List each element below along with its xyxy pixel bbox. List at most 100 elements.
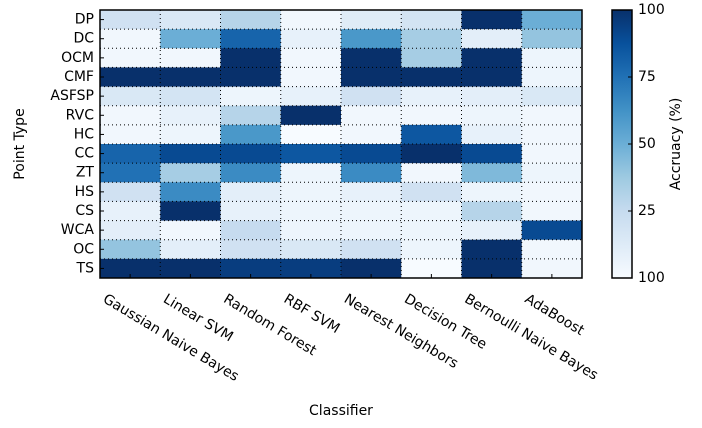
heatmap-cell — [401, 201, 462, 222]
heatmap-cell — [160, 201, 221, 222]
heatmap-cell — [220, 10, 282, 30]
heatmap-cell — [521, 201, 583, 222]
heatmap-cell — [341, 29, 402, 49]
heatmap-cell — [100, 220, 161, 241]
heatmap-cell — [341, 48, 402, 68]
heatmap-cell — [160, 239, 221, 260]
y-tick-label: HC — [74, 126, 95, 142]
heatmap-cell — [461, 220, 523, 241]
heatmap-cell — [461, 48, 523, 68]
heatmap-cell — [280, 86, 342, 107]
heatmap-cell — [160, 67, 221, 88]
heatmap-cell — [100, 48, 161, 68]
heatmap-cell — [461, 67, 523, 88]
heatmap-cell — [521, 144, 583, 164]
heatmap-cell — [160, 163, 221, 183]
heatmap-cell — [341, 258, 402, 279]
plot-frame — [99, 9, 583, 279]
heatmap-cell — [280, 201, 342, 222]
heatmap-cell — [160, 258, 221, 279]
heatmap-cell — [280, 105, 342, 126]
heatmap-cell — [401, 67, 462, 88]
heatmap-cell — [401, 10, 462, 30]
y-tick-label: CMF — [64, 69, 94, 85]
heatmap-cell — [521, 239, 583, 260]
heatmap-cell — [461, 144, 523, 164]
heatmap-cell — [100, 239, 161, 260]
heatmap-cell — [521, 29, 583, 49]
heatmap-cell — [220, 124, 282, 145]
heatmap-cell — [220, 220, 282, 241]
heatmap-cell — [461, 182, 523, 202]
heatmap-cell — [341, 239, 402, 260]
colorbar-tick-label: 25 — [638, 203, 656, 219]
heatmap-cell — [461, 10, 523, 30]
heatmap-cell — [160, 86, 221, 107]
heatmap-cell — [461, 163, 523, 183]
heatmap-cell — [341, 124, 402, 145]
heatmap-cell — [521, 182, 583, 202]
heatmap-cell — [220, 48, 282, 68]
heatmap-cell — [220, 67, 282, 88]
heatmap-cell — [461, 86, 523, 107]
heatmap-cell — [341, 220, 402, 241]
heatmap-cell — [521, 258, 583, 279]
heatmap-cell — [220, 201, 282, 222]
heatmap-cell — [100, 10, 161, 30]
heatmap-cell — [220, 182, 282, 202]
heatmap-cell — [100, 182, 161, 202]
heatmap-cell — [100, 258, 161, 279]
x-axis-label: Classifier — [309, 403, 373, 419]
heatmap-cell — [220, 86, 282, 107]
heatmap-cell — [401, 29, 462, 49]
heatmap-cell — [401, 239, 462, 260]
y-tick-label: HS — [75, 184, 95, 200]
heatmap-cell — [280, 67, 342, 88]
heatmap-cell — [401, 124, 462, 145]
heatmap-cell — [160, 144, 221, 164]
heatmap-cell — [341, 182, 402, 202]
heatmap-cell — [341, 10, 402, 30]
colorbar-tick-label: 100 — [638, 2, 665, 18]
colorbar-tick-label: 75 — [638, 69, 656, 85]
y-tick-label: CS — [75, 203, 94, 219]
heatmap-cell — [280, 29, 342, 49]
heatmap-cell — [220, 144, 282, 164]
heatmap-cell — [521, 163, 583, 183]
heatmap-cell — [100, 67, 161, 88]
heatmap-cell — [341, 201, 402, 222]
heatmap-cell — [401, 48, 462, 68]
y-tick-label: OC — [73, 241, 94, 257]
heatmap-cell — [341, 86, 402, 107]
heatmap-cell — [341, 67, 402, 88]
heatmap-cell — [521, 48, 583, 68]
y-tick-label: DC — [73, 31, 94, 47]
heatmap-cell — [461, 29, 523, 49]
heatmap-cell — [341, 105, 402, 126]
heatmap-cell — [160, 29, 221, 49]
heatmap-cell — [220, 163, 282, 183]
y-tick-label: RVC — [66, 107, 95, 123]
heatmap-cell — [160, 48, 221, 68]
heatmap-cell — [401, 163, 462, 183]
heatmap-cell — [220, 239, 282, 260]
y-tick-label: CC — [74, 146, 94, 162]
heatmap-cell — [461, 201, 523, 222]
y-axis-label: Point Type — [12, 108, 28, 179]
colorbar-tick-label: 100 — [638, 270, 665, 286]
heatmap-cell — [341, 163, 402, 183]
colorbar-label: Accruacy (%) — [668, 98, 684, 191]
heatmap-cell — [401, 144, 462, 164]
y-tick-label: TS — [76, 260, 95, 276]
heatmap-cell — [461, 124, 523, 145]
heatmap-cell — [160, 124, 221, 145]
heatmap-cell — [100, 105, 161, 126]
heatmap-cell — [401, 86, 462, 107]
heatmap-cell — [461, 239, 523, 260]
heatmap-cell — [160, 105, 221, 126]
heatmap-cell — [401, 182, 462, 202]
x-tick-label: Nearest Neighbors — [341, 291, 461, 372]
heatmap-cell — [280, 48, 342, 68]
y-tick-label: OCM — [61, 50, 94, 66]
